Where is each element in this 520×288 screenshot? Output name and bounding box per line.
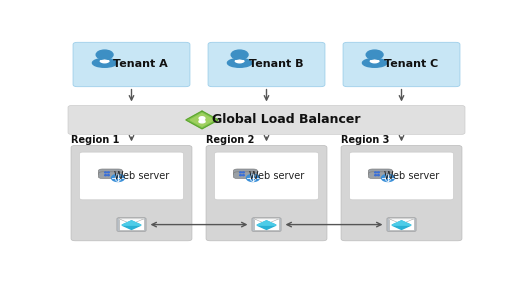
Circle shape — [375, 175, 376, 176]
Circle shape — [108, 175, 109, 176]
Circle shape — [242, 175, 244, 176]
Circle shape — [366, 50, 383, 59]
Wedge shape — [235, 60, 244, 63]
Polygon shape — [254, 219, 279, 224]
Text: Region 1: Region 1 — [71, 135, 120, 145]
Bar — [254, 219, 279, 230]
FancyBboxPatch shape — [68, 105, 465, 134]
Bar — [119, 219, 144, 230]
FancyBboxPatch shape — [387, 218, 416, 232]
Bar — [389, 219, 414, 230]
Circle shape — [105, 175, 107, 176]
FancyBboxPatch shape — [98, 169, 123, 176]
Text: Tenant A: Tenant A — [113, 60, 168, 69]
FancyBboxPatch shape — [208, 42, 325, 87]
FancyBboxPatch shape — [343, 42, 460, 87]
Polygon shape — [257, 221, 276, 230]
FancyBboxPatch shape — [368, 169, 393, 176]
Circle shape — [240, 172, 241, 173]
Polygon shape — [392, 221, 411, 225]
FancyBboxPatch shape — [215, 152, 318, 200]
Polygon shape — [389, 219, 414, 224]
Circle shape — [382, 175, 394, 181]
FancyBboxPatch shape — [368, 172, 393, 179]
Circle shape — [375, 172, 376, 173]
FancyBboxPatch shape — [73, 42, 190, 87]
Text: Region 3: Region 3 — [341, 135, 389, 145]
Circle shape — [96, 50, 113, 59]
FancyBboxPatch shape — [233, 169, 257, 176]
FancyBboxPatch shape — [206, 145, 327, 241]
Text: Web server: Web server — [249, 171, 305, 181]
Circle shape — [240, 175, 241, 176]
Polygon shape — [257, 221, 276, 225]
Circle shape — [199, 117, 205, 120]
FancyBboxPatch shape — [233, 172, 257, 179]
Ellipse shape — [93, 58, 117, 67]
Polygon shape — [186, 111, 218, 129]
Polygon shape — [190, 113, 214, 126]
Circle shape — [111, 175, 124, 181]
FancyBboxPatch shape — [98, 172, 123, 179]
Text: Web server: Web server — [114, 171, 170, 181]
Text: Region 2: Region 2 — [206, 135, 254, 145]
Circle shape — [242, 172, 244, 173]
Ellipse shape — [362, 58, 387, 67]
Polygon shape — [122, 221, 141, 225]
Text: Tenant B: Tenant B — [249, 60, 303, 69]
Ellipse shape — [227, 58, 252, 67]
Circle shape — [105, 172, 107, 173]
FancyBboxPatch shape — [341, 145, 462, 241]
Text: Tenant C: Tenant C — [384, 60, 438, 69]
FancyBboxPatch shape — [71, 145, 192, 241]
Circle shape — [231, 50, 248, 59]
FancyBboxPatch shape — [349, 152, 453, 200]
Circle shape — [246, 175, 259, 181]
Text: Web server: Web server — [384, 171, 439, 181]
Wedge shape — [100, 60, 109, 63]
Polygon shape — [122, 221, 141, 230]
Text: Global Load Balancer: Global Load Balancer — [212, 113, 361, 126]
Wedge shape — [370, 60, 379, 63]
FancyBboxPatch shape — [117, 218, 146, 232]
Polygon shape — [119, 219, 144, 224]
Circle shape — [108, 172, 109, 173]
FancyBboxPatch shape — [80, 152, 184, 200]
Polygon shape — [392, 221, 411, 230]
Circle shape — [378, 175, 380, 176]
Circle shape — [378, 172, 380, 173]
Ellipse shape — [199, 120, 205, 123]
FancyBboxPatch shape — [252, 218, 281, 232]
